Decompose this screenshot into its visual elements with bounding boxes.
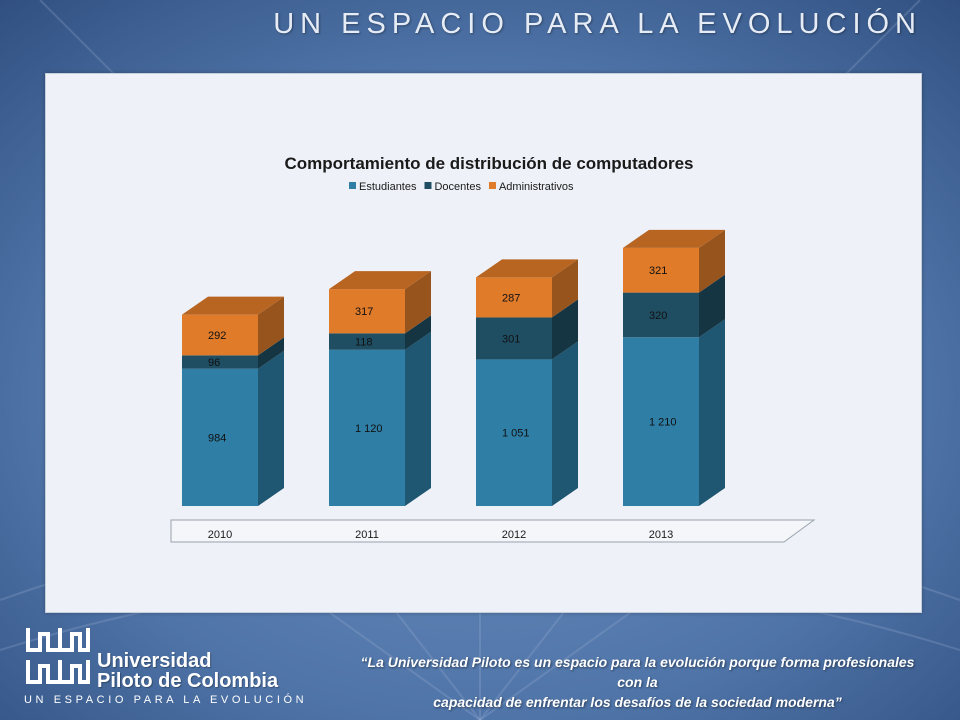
bar-docentes-2012 — [476, 317, 552, 360]
bar-docentes-2010 — [182, 355, 258, 369]
logo-tagline: UN ESPACIO PARA LA EVOLUCIÓN — [24, 694, 308, 706]
bar-estudiantes-2012 — [476, 359, 552, 506]
logo-name-line2: Piloto de Colombia — [97, 670, 279, 692]
data-label-docentes-2012: 301 — [502, 333, 520, 345]
bar-side-docentes-2013 — [699, 274, 725, 338]
bar-estudiantes-2011 — [329, 349, 405, 506]
data-label-docentes-2010: 96 — [208, 357, 220, 369]
data-label-estudiantes-2011: 1 120 — [355, 423, 383, 435]
bar-side-estudiantes-2013 — [699, 319, 725, 506]
bar-top-2012 — [476, 259, 578, 278]
bar-administrativos-2011 — [329, 289, 405, 334]
data-label-docentes-2011: 118 — [355, 337, 373, 349]
bar-top-2010 — [182, 296, 284, 315]
university-logo: Universidad Piloto de Colombia UN ESPACI… — [24, 624, 304, 714]
legend-swatch-docentes — [424, 182, 432, 189]
bar-side-estudiantes-2010 — [258, 350, 284, 506]
quote-line-1: “La Universidad Piloto es un espacio par… — [360, 654, 915, 690]
data-label-administrativos-2012: 287 — [502, 292, 520, 304]
legend-label-administrativos: Administrativos — [499, 181, 574, 193]
header-tagline: UN ESPACIO PARA LA EVOLUCIÓN — [273, 8, 922, 40]
legend-label-estudiantes: Estudiantes — [359, 181, 417, 193]
bar-administrativos-2010 — [182, 314, 258, 356]
stacked-bar-chart: Comportamiento de distribución de comput… — [170, 154, 816, 543]
bar-side-docentes-2011 — [405, 315, 431, 350]
x-tick-2012: 2012 — [502, 529, 526, 541]
x-tick-2010: 2010 — [208, 529, 232, 541]
chart-panel: Comportamiento de distribución de comput… — [45, 73, 922, 613]
quote-text: “La Universidad Piloto es un espacio par… — [360, 652, 915, 712]
data-label-estudiantes-2012: 1 051 — [502, 428, 530, 440]
bar-side-administrativos-2010 — [258, 296, 284, 356]
bar-administrativos-2013 — [623, 247, 699, 293]
logo-name-line1: Universidad — [97, 650, 212, 672]
data-label-estudiantes-2013: 1 210 — [649, 417, 677, 429]
legend-label-docentes: Docentes — [434, 181, 481, 193]
chart-floor — [170, 519, 816, 543]
data-label-docentes-2013: 320 — [649, 310, 667, 322]
data-label-administrativos-2010: 292 — [208, 330, 226, 342]
legend-swatch-estudiantes — [349, 182, 356, 189]
bar-estudiantes-2013 — [623, 337, 699, 506]
bar-side-administrativos-2012 — [552, 259, 578, 318]
bar-side-administrativos-2011 — [405, 271, 431, 334]
logo-mark-icon — [26, 628, 90, 684]
data-label-estudiantes-2010: 984 — [208, 432, 226, 444]
data-label-administrativos-2011: 317 — [355, 306, 373, 318]
bar-estudiantes-2010 — [182, 368, 258, 506]
bar-side-estudiantes-2011 — [405, 331, 431, 506]
bar-docentes-2013 — [623, 292, 699, 338]
bar-top-2013 — [623, 229, 725, 248]
bar-side-docentes-2012 — [552, 299, 578, 360]
bar-side-docentes-2010 — [258, 337, 284, 369]
bar-administrativos-2012 — [476, 277, 552, 318]
bar-side-estudiantes-2012 — [552, 341, 578, 506]
chart-legend: Estudiantes Docentes Administrativos — [349, 181, 574, 193]
bar-top-2011 — [329, 271, 431, 290]
bar-docentes-2011 — [329, 333, 405, 350]
x-tick-2011: 2011 — [355, 529, 379, 541]
legend-swatch-administrativos — [488, 182, 496, 189]
quote-line-2: capacidad de enfrentar los desafíos de l… — [433, 694, 842, 710]
x-tick-2013: 2013 — [649, 529, 673, 541]
data-label-administrativos-2013: 321 — [649, 265, 667, 277]
bar-side-administrativos-2013 — [699, 229, 725, 293]
chart-title: Comportamiento de distribución de comput… — [285, 154, 694, 173]
